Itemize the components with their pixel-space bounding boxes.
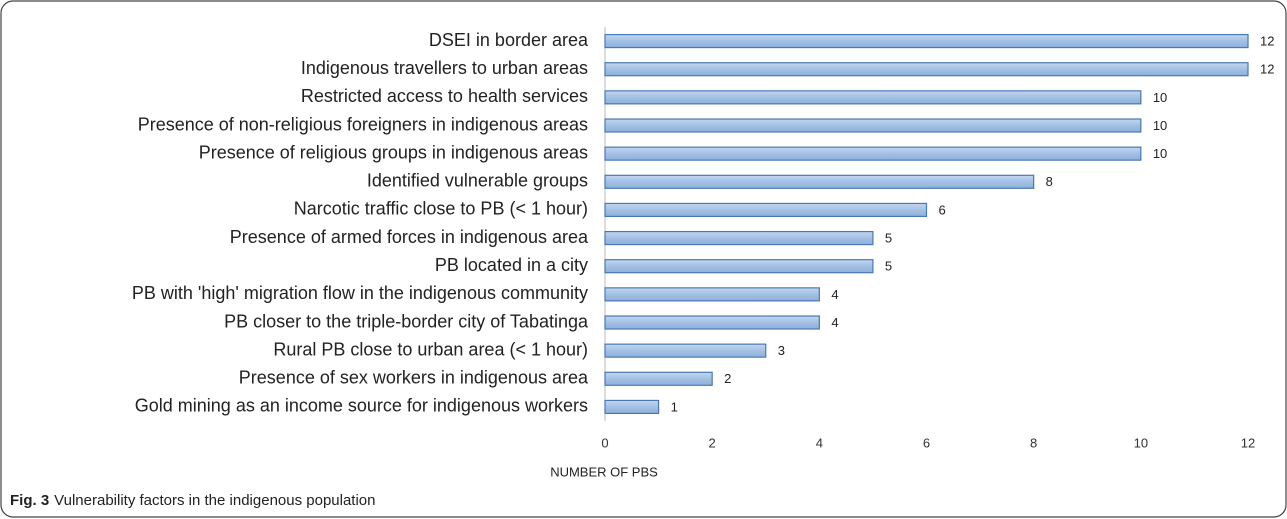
value-label: 4 — [831, 287, 838, 302]
bar — [604, 118, 1142, 133]
bar — [604, 343, 767, 358]
y-tick-label: Restricted access to health services — [301, 86, 588, 106]
bar — [604, 33, 1249, 49]
bar — [604, 90, 1142, 105]
value-label: 3 — [778, 343, 785, 358]
bar — [604, 259, 874, 274]
value-label: 2 — [724, 371, 731, 386]
y-tick-label: Indigenous travellers to urban areas — [301, 58, 588, 78]
x-tick-label: 12 — [1241, 435, 1255, 450]
y-tick-label: PB with 'high' migration flow in the ind… — [132, 283, 588, 303]
value-label: 5 — [885, 231, 892, 246]
y-tick-label: Presence of non-religious foreigners in … — [138, 114, 588, 134]
x-axis-label: NUMBER OF PBS — [550, 464, 658, 479]
value-label: 12 — [1260, 34, 1274, 49]
bar — [604, 202, 928, 218]
caption-text: Vulnerability factors in the indigenous … — [54, 492, 375, 509]
y-tick-label: DSEI in border area — [429, 30, 589, 50]
y-tick-label: Identified vulnerable groups — [367, 171, 588, 191]
caption: Fig. 3 Vulnerability factors in the indig… — [10, 492, 376, 509]
x-tick-label: 2 — [709, 435, 716, 450]
value-label: 4 — [831, 315, 838, 330]
bar — [604, 62, 1249, 77]
bar — [604, 146, 1142, 161]
bar — [604, 371, 713, 386]
x-tick-label: 8 — [1030, 435, 1037, 450]
y-tick-label: PB located in a city — [435, 255, 588, 275]
value-label: 10 — [1153, 146, 1167, 161]
y-tick-label: Presence of religious groups in indigeno… — [199, 142, 588, 162]
bar — [604, 399, 660, 415]
x-tick-label: 0 — [601, 435, 608, 450]
y-tick-label: Rural PB close to urban area (< 1 hour) — [273, 339, 588, 359]
value-label: 6 — [939, 202, 946, 217]
value-label: 5 — [885, 259, 892, 274]
value-label: 10 — [1153, 90, 1167, 105]
y-tick-label: Narcotic traffic close to PB (< 1 hour) — [294, 199, 588, 219]
x-tick-label: 10 — [1134, 435, 1148, 450]
x-tick-label: 4 — [816, 435, 823, 450]
bar — [604, 230, 874, 246]
value-label: 8 — [1046, 174, 1053, 189]
bar — [604, 315, 820, 330]
value-label: 10 — [1153, 118, 1167, 133]
y-tick-label: Presence of armed forces in indigenous a… — [230, 227, 589, 247]
caption-label: Fig. 3 — [10, 492, 49, 509]
x-tick-label: 6 — [923, 435, 930, 450]
y-tick-label: Gold mining as an income source for indi… — [135, 396, 588, 416]
y-tick-label: Presence of sex workers in indigenous ar… — [239, 368, 589, 388]
y-tick-label: PB closer to the triple-border city of T… — [224, 311, 589, 331]
bar — [604, 174, 1035, 189]
value-label: 1 — [671, 399, 678, 414]
bar — [604, 287, 820, 302]
value-label: 12 — [1260, 62, 1274, 77]
